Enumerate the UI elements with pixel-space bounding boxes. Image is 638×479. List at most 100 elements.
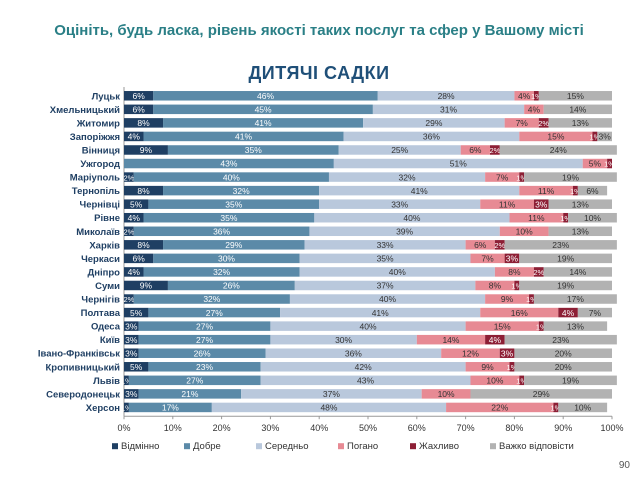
category-label: Полтава (81, 308, 121, 319)
data-label: 27% (196, 321, 213, 331)
legend-swatch (256, 443, 262, 450)
data-label: 35% (377, 254, 394, 264)
data-label: 32% (213, 267, 230, 277)
category-label: Дніпро (88, 267, 121, 278)
bar-segment (211, 402, 447, 413)
bar-segment (577, 185, 608, 196)
data-label: 8% (508, 267, 521, 277)
bar-segment (138, 334, 271, 345)
bar-segment (128, 375, 261, 386)
legend-label: Погано (347, 441, 378, 452)
bar-segment (153, 91, 378, 101)
category-label: Рівне (94, 213, 120, 224)
bar-segment (124, 185, 164, 196)
data-label: 3% (535, 199, 548, 209)
bar-segment (519, 375, 525, 386)
data-label: 39% (396, 226, 413, 236)
data-label: 29% (225, 240, 242, 250)
data-label: 25% (391, 145, 408, 155)
data-label: 11% (528, 213, 545, 223)
bar-segment (299, 267, 495, 277)
data-label: 2% (489, 146, 500, 155)
bar-segment (289, 294, 486, 304)
bar-segment (124, 280, 168, 291)
data-label: 6% (132, 105, 145, 115)
data-label: 7% (481, 254, 494, 264)
data-label: 24% (550, 145, 567, 155)
data-label: 40% (403, 213, 420, 223)
bar-segment (514, 280, 520, 291)
legend-swatch (410, 443, 416, 450)
legend-label: Добре (193, 441, 221, 452)
data-label: 5% (130, 362, 143, 372)
bar-segment (319, 199, 481, 209)
data-label: 36% (345, 348, 362, 358)
data-label: 4% (518, 91, 531, 101)
bar-segment (470, 389, 612, 399)
bar-segment (124, 118, 164, 128)
data-label: 40% (223, 172, 240, 182)
bar-segment (167, 280, 295, 291)
bar-segment (597, 131, 612, 142)
data-label: 2% (123, 227, 134, 236)
bar-segment (519, 280, 612, 291)
data-label: 5% (589, 159, 602, 169)
bar-segment (485, 172, 520, 182)
bar-segment (533, 267, 544, 277)
data-label: 26% (194, 348, 211, 358)
legend-swatch (490, 443, 496, 450)
data-label: 4% (562, 308, 575, 318)
data-label: 3% (599, 132, 612, 142)
bar-segment (143, 131, 344, 142)
bar-segment (124, 212, 144, 223)
page-number: 90 (618, 460, 630, 471)
bar-segment (533, 199, 549, 209)
bar-segment (133, 294, 290, 304)
x-tick-label: 60% (408, 423, 426, 433)
bar-segment (133, 226, 310, 237)
data-label: 14% (442, 335, 459, 345)
data-label: 13% (572, 199, 589, 209)
bar-segment (514, 91, 534, 101)
category-label: Луцьк (92, 91, 121, 102)
category-label: Житомир (76, 118, 120, 129)
legend-label: Відмінно (121, 441, 159, 452)
bar-segment (577, 307, 612, 318)
data-label: 23% (552, 335, 569, 345)
bar-segment (592, 131, 598, 142)
data-label: 33% (391, 199, 408, 209)
data-label: 23% (552, 240, 569, 250)
data-label: 30% (218, 254, 235, 264)
data-label: 13% (567, 321, 584, 331)
data-label: 45% (255, 105, 272, 115)
bar-segment (153, 104, 373, 115)
data-label: 1% (511, 282, 522, 291)
bar-segment (153, 253, 300, 264)
data-label: 8% (137, 240, 150, 250)
bar-segment (138, 348, 266, 358)
data-label: 48% (320, 403, 337, 413)
bar-segment (499, 145, 617, 155)
data-label: 1% (121, 404, 132, 413)
bar-segment (543, 321, 608, 331)
category-label: Северодонецьк (46, 389, 120, 400)
bar-segment (446, 402, 554, 413)
bar-segment (499, 226, 549, 237)
data-label: 4% (128, 132, 141, 142)
bar-segment (543, 104, 612, 115)
data-label: 1% (516, 377, 527, 386)
bar-segment (470, 375, 520, 386)
data-label: 41% (411, 186, 428, 196)
x-tick-label: 50% (359, 423, 377, 433)
category-label: Вінниця (82, 145, 120, 156)
data-label: 20% (555, 348, 572, 358)
data-label: 2% (533, 268, 544, 277)
bar-segment (304, 240, 466, 250)
data-label: 32% (399, 172, 416, 182)
data-label: 3% (501, 348, 514, 358)
bar-segment (124, 199, 149, 209)
bar-segment (167, 145, 339, 155)
data-label: 6% (586, 186, 599, 196)
data-label: 40% (359, 321, 376, 331)
bar-segment (572, 185, 578, 196)
